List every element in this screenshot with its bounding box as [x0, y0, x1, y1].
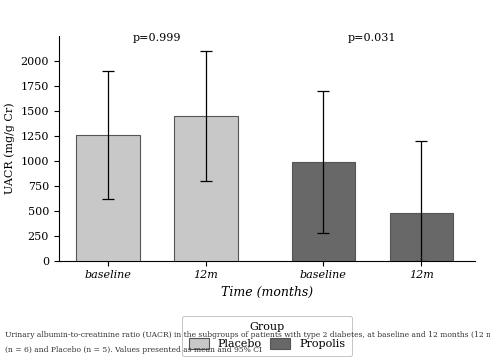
- Text: (n = 6) and Placebo (n = 5). Values presented as mean and 95% CI: (n = 6) and Placebo (n = 5). Values pres…: [5, 346, 262, 354]
- Bar: [292, 162, 355, 261]
- Bar: [76, 135, 140, 261]
- Text: Urinary albumin-to-creatinine ratio (UACR) in the subgroups of patients with typ: Urinary albumin-to-creatinine ratio (UAC…: [5, 331, 490, 339]
- Bar: [390, 213, 453, 261]
- Bar: [174, 116, 238, 261]
- Text: p=0.031: p=0.031: [348, 33, 396, 43]
- Y-axis label: UACR (mg/g Cr): UACR (mg/g Cr): [4, 102, 15, 194]
- X-axis label: Time (months): Time (months): [221, 286, 313, 299]
- Text: p=0.999: p=0.999: [133, 33, 181, 43]
- Legend: Placebo, Propolis: Placebo, Propolis: [182, 316, 352, 356]
